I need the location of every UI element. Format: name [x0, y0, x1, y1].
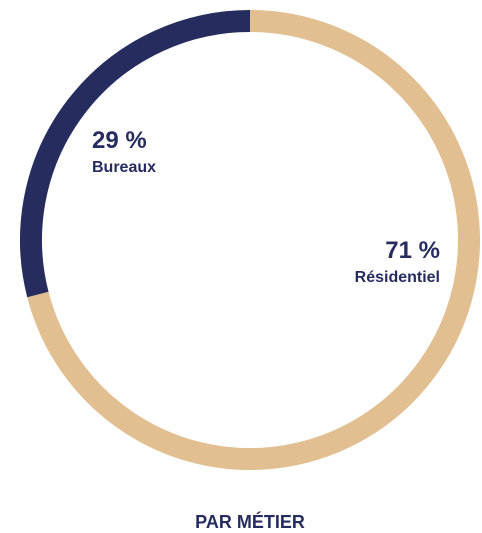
donut-slice: [20, 10, 251, 298]
chart-title: PAR MÉTIER: [195, 511, 305, 532]
donut-slice: [27, 10, 480, 470]
value-label: 71 %: [385, 237, 440, 264]
category-label: Résidentiel: [355, 269, 440, 286]
value-label: 29 %: [92, 127, 147, 154]
category-label: Bureaux: [92, 159, 156, 176]
